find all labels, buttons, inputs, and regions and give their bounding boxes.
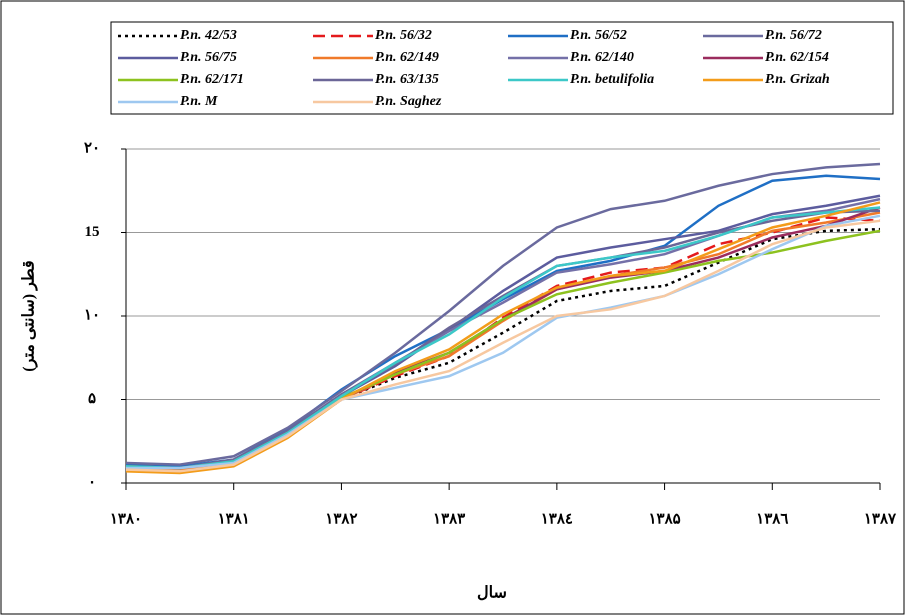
legend-label: P.n. Saghez — [375, 94, 442, 109]
series-line — [125, 201, 881, 475]
series-line — [126, 214, 881, 470]
x-tick-label: ۱۳۸۰ — [110, 511, 142, 527]
legend-label: P.n. M — [180, 94, 218, 109]
series-line — [125, 219, 881, 473]
x-tick-label: ۱۳۸۲ — [325, 511, 357, 527]
legend-label: P.n. Grizah — [765, 72, 830, 87]
legend-label: P.n. 56/52 — [570, 28, 627, 43]
x-tick-label: ۱۳۸۷ — [864, 511, 897, 527]
x-tick-label: ۱۳۸۱ — [218, 511, 250, 527]
x-tick-label: ۱۳۸۵ — [648, 511, 680, 527]
legend-label: P.n. 63/135 — [375, 72, 439, 87]
y-tick-label: ۰ — [88, 474, 96, 490]
legend-label: P.n. 42/53 — [180, 28, 237, 43]
legend-label: P.n. 56/72 — [765, 28, 822, 43]
legend-label: P.n. 62/149 — [375, 50, 439, 65]
series-line — [125, 206, 881, 470]
y-tick-label: 15 — [85, 224, 100, 240]
series-line — [125, 162, 881, 466]
x-tick-label: ۱۳۸٤ — [541, 511, 573, 527]
y-tick-label: ۱۰ — [84, 307, 100, 323]
legend-label: P.n. 62/140 — [570, 50, 634, 65]
y-tick-label: ۲۰ — [84, 140, 100, 156]
x-tick-label: ۱۳۸٦ — [756, 511, 788, 527]
y-axis-title: قطر (سانتی متر) — [21, 260, 39, 371]
y-tick-label: ۵ — [88, 391, 96, 407]
legend-label: P.n. betulifolia — [570, 72, 654, 87]
x-axis-title: سال — [477, 585, 507, 602]
x-tick-label: ۱۳۸۳ — [433, 511, 465, 527]
legend-box — [110, 21, 894, 115]
legend-label: P.n. 62/154 — [765, 50, 829, 65]
legend-label: P.n. 62/171 — [180, 72, 244, 87]
legend-label: P.n. 56/75 — [180, 50, 237, 65]
legend-label: P.n. 56/32 — [375, 28, 432, 43]
